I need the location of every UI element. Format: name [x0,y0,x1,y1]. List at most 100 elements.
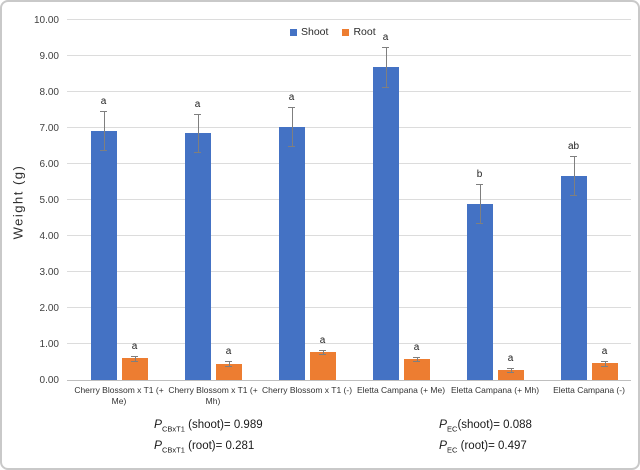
error-bar [604,360,606,367]
error-bar-cap [601,366,608,368]
error-bar [479,184,481,224]
error-bar-cap [507,372,514,374]
error-bar-cap [413,360,420,362]
x-category-label: Cherry Blossom x T1 (+ Me) [74,385,164,407]
shoot-bar [560,175,587,380]
error-bar-cap [288,107,295,109]
error-bar-cap [570,156,577,158]
significance-letter: a [288,92,295,104]
gridline [67,127,631,128]
significance-letter: a [601,345,608,357]
error-bar [416,356,418,361]
error-bar-cap [382,86,389,88]
gridline [67,271,631,272]
legend-item-shoot: Shoot [290,26,328,38]
y-tick-label: 3.00 [39,266,59,278]
legend-label-shoot: Shoot [301,26,329,38]
root-bar [591,363,618,380]
legend-label-root: Root [353,26,376,38]
y-tick-label: 1.00 [39,338,59,350]
error-bar-cap [319,350,326,352]
pvalue-line: PCBxT1 (shoot)= 0.989 [154,417,263,434]
root-series-swatch-icon [342,28,350,36]
significance-letter: a [194,99,201,111]
root-bar [121,358,148,380]
error-bar-cap [131,360,138,362]
error-bar [228,361,230,367]
x-axis-line [67,380,631,381]
pvalue-line: PEC(shoot)= 0.088 [439,417,532,434]
significance-letter: a [100,96,107,108]
x-category-label: Eletta Campana (-) [553,385,625,395]
error-bar [573,156,575,195]
error-bar-cap [319,354,326,356]
shoot-bar [466,203,493,380]
legend: Shoot Root [290,26,376,38]
gridline [67,307,631,308]
shoot-bar [372,66,399,380]
error-bar-cap [382,47,389,48]
y-tick-label: 2.00 [39,302,59,314]
y-tick-label: 4.00 [39,230,59,242]
y-tick-label: 9.00 [39,50,59,62]
error-bar-cap [194,152,201,154]
y-tick-label: 0.00 [39,374,59,386]
error-bar-cap [570,194,577,196]
error-bar-cap [225,366,232,368]
root-bar [215,363,242,380]
y-tick-label: 8.00 [39,86,59,98]
significance-letter: a [225,346,232,358]
error-bar-cap [131,355,138,357]
shoot-bar [90,130,117,380]
root-bar [309,352,336,380]
gridline [67,343,631,344]
gridline [67,91,631,92]
pvalue-annotation-ec: PEC(shoot)= 0.088 PEC (root)= 0.497 [439,416,532,459]
significance-letter: a [319,335,326,347]
root-bar [497,369,524,380]
y-tick-label: 6.00 [39,158,59,170]
gridline [67,199,631,200]
error-bar-cap [225,361,232,363]
error-bar-cap [413,356,420,358]
error-bar-cap [507,367,514,369]
error-bar [322,350,324,355]
plot-area: a a a a a a a a b a ab a [67,19,631,381]
error-bar [510,367,512,373]
error-bar [103,111,105,150]
significance-letter: a [382,32,389,43]
x-category-label: Eletta Campana (+ Mh) [450,385,540,395]
pvalue-line: PCBxT1 (root)= 0.281 [154,438,255,455]
significance-letter: ab [567,141,580,153]
y-tick-label: 10.00 [33,14,59,26]
significance-letter: b [476,169,483,181]
error-bar-cap [100,149,107,151]
legend-item-root: Root [342,26,376,38]
shoot-bar [278,126,305,380]
error-bar-cap [100,111,107,113]
gridline [67,19,631,20]
error-bar [197,114,199,153]
error-bar-cap [601,360,608,362]
y-tick-label: 7.00 [39,122,59,134]
error-bar-cap [476,184,483,186]
error-bar-cap [476,223,483,225]
pvalue-annotation-cbxt1: PCBxT1 (shoot)= 0.989 PCBxT1 (root)= 0.2… [154,416,263,459]
gridline [67,55,631,56]
shoot-series-swatch-icon [290,28,297,36]
error-bar [134,355,136,361]
pvalue-line: PEC (root)= 0.497 [439,438,527,455]
x-category-label: Cherry Blossom x T1 (+ Mh) [168,385,258,407]
significance-letter: a [507,352,514,364]
x-category-label: Cherry Blossom x T1 (-) [261,385,353,395]
error-bar [291,107,293,146]
root-bar [403,358,430,380]
y-tick-label: 5.00 [39,194,59,206]
error-bar-cap [288,145,295,147]
shoot-bar [184,133,211,380]
x-category-label: Eletta Campana (+ Me) [356,385,446,395]
error-bar [385,47,387,87]
significance-letter: a [131,340,138,352]
gridline [67,163,631,164]
